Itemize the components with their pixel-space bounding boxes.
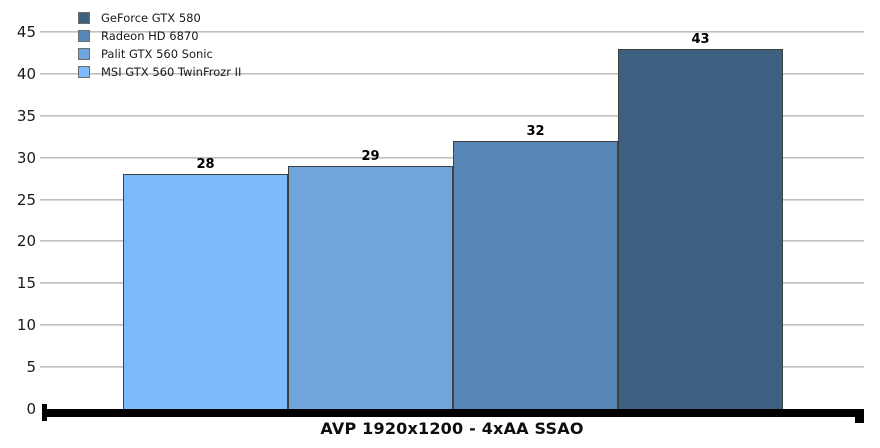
gridline-y40: [40, 72, 864, 75]
legend-swatch-icon: [78, 66, 90, 78]
x-axis-right-cap: [855, 409, 864, 423]
legend-label: MSI GTX 560 TwinFrozr II: [101, 65, 242, 79]
bar-msi-gtx-560-twinfrozr-ii: [123, 174, 288, 410]
legend-swatch-icon: [78, 30, 90, 42]
y-tick-label-35: 35: [16, 106, 36, 125]
gridline-y45: [40, 31, 864, 33]
gridline-y35: [40, 114, 864, 117]
gridline-y30: [40, 156, 864, 159]
bar-value-label-palit-gtx-560-sonic: 29: [361, 149, 380, 165]
legend-item-msi-gtx-560-twinfrozr-ii: MSI GTX 560 TwinFrozr II: [78, 63, 241, 81]
bar-value-label-msi-gtx-560-twinfrozr-ii: 28: [196, 157, 215, 173]
y-tick-label-40: 40: [16, 64, 36, 83]
y-tick-label-25: 25: [16, 190, 36, 209]
legend-label: Palit GTX 560 Sonic: [101, 47, 213, 61]
y-tick-label-45: 45: [16, 23, 36, 41]
x-axis-left-cap: [42, 404, 47, 421]
y-tick-label-15: 15: [16, 274, 36, 293]
x-axis-title: AVP 1920x1200 - 4xAA SSAO: [320, 419, 584, 438]
bar-value-label-radeon-hd-6870: 32: [526, 123, 545, 139]
y-tick-label-30: 30: [16, 148, 36, 167]
legend-label: Radeon HD 6870: [101, 29, 199, 43]
legend-item-palit-gtx-560-sonic: Palit GTX 560 Sonic: [78, 45, 241, 63]
bar-value-label-geforce-gtx-580: 43: [691, 31, 710, 47]
y-tick-label-10: 10: [16, 316, 36, 335]
x-axis-line: [42, 409, 864, 417]
bar-radeon-hd-6870: [453, 140, 618, 410]
y-tick-label-0: 0: [26, 400, 36, 418]
legend-item-radeon-hd-6870: Radeon HD 6870: [78, 27, 241, 45]
legend: GeForce GTX 580 Radeon HD 6870 Palit GTX 5…: [78, 9, 241, 81]
legend-swatch-icon: [78, 12, 90, 24]
y-tick-label-20: 20: [16, 232, 36, 251]
y-tick-label-5: 5: [26, 358, 36, 377]
legend-swatch-icon: [78, 48, 90, 60]
legend-label: GeForce GTX 580: [101, 11, 201, 25]
bar-geforce-gtx-580: [618, 48, 783, 410]
legend-item-geforce-gtx-580: GeForce GTX 580: [78, 9, 241, 27]
bar-palit-gtx-560-sonic: [288, 166, 453, 410]
